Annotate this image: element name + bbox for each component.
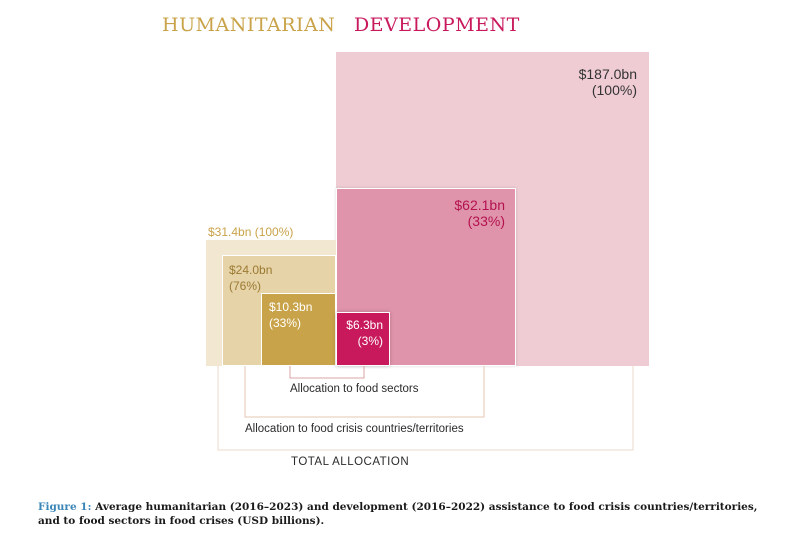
bracket-food-sectors [289, 366, 365, 379]
legend-development: DEVELOPMENT [353, 14, 520, 36]
legend-humanitarian: HUMANITARIAN [162, 14, 336, 36]
crisis-countries-label: Allocation to food crisis countries/terr… [245, 423, 464, 435]
dev-crisis-box: $62.1bn (33%) [336, 188, 516, 366]
hum-crisis-share: (76%) [229, 279, 262, 293]
figure-caption: Figure 1: Average humanitarian (2016–202… [38, 500, 758, 528]
hum-food-box: $10.3bn (33%) [261, 293, 336, 366]
food-sectors-label: Allocation to food sectors [290, 383, 419, 395]
bracket-crisis-countries [244, 366, 485, 418]
caption-figure-label: Figure 1: [38, 501, 92, 513]
dev-food-box: $6.3bn (3%) [336, 312, 390, 366]
dev-food-amount: $6.3bn [346, 318, 383, 332]
dev-crisis-share: (33%) [467, 213, 505, 229]
dev-total-share: (100%) [591, 82, 637, 98]
bracket-total [217, 366, 634, 451]
dev-crisis-amount: $62.1bn [454, 197, 505, 213]
hum-total-label: $31.4bn (100%) [208, 225, 294, 239]
dev-food-share: (3%) [357, 334, 383, 348]
legend: HUMANITARIAN DEVELOPMENT [162, 14, 532, 36]
hum-food-share: (33%) [269, 316, 302, 330]
hum-food-amount: $10.3bn [269, 300, 313, 314]
caption-text: Average humanitarian (2016–2023) and dev… [38, 501, 758, 527]
dev-total-amount: $187.0bn [578, 66, 637, 82]
hum-crisis-amount: $24.0bn [229, 263, 273, 277]
total-allocation-label: TOTAL ALLOCATION [291, 456, 410, 468]
